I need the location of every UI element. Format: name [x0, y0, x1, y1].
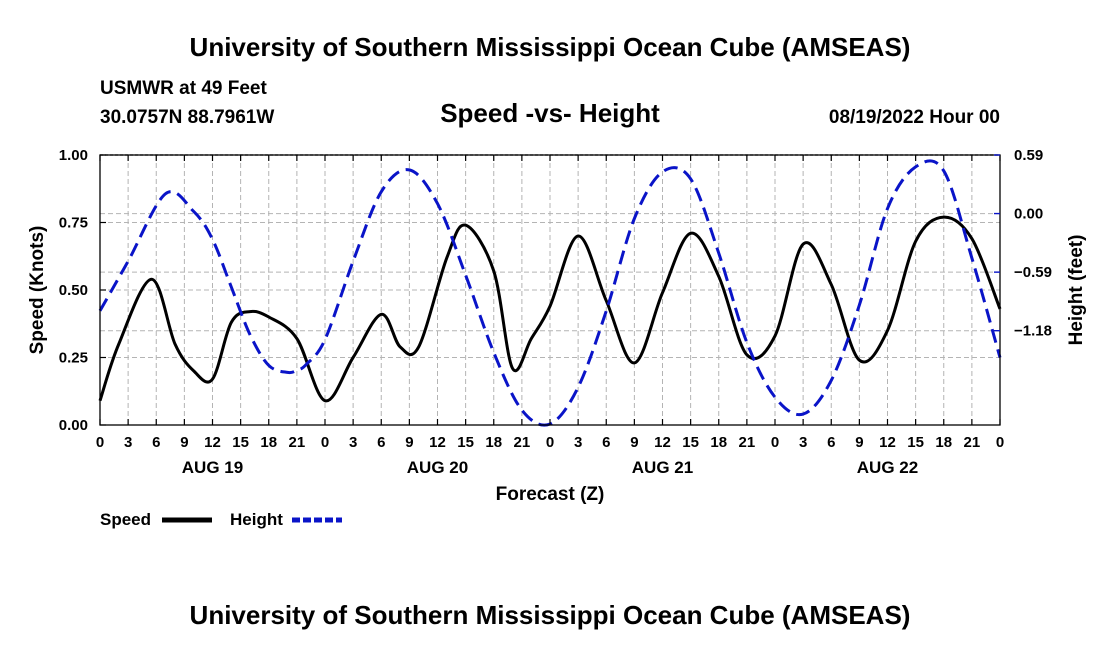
x-tick-label: 18 [710, 434, 727, 451]
chart-title: Speed -vs- Height [440, 98, 660, 128]
x-tick-label: 6 [152, 434, 160, 451]
x-tick-label: 18 [935, 434, 952, 451]
x-tick-label: 9 [180, 434, 188, 451]
x-tick-label: 0 [546, 434, 554, 451]
x-tick-label: 6 [827, 434, 835, 451]
x-tick-label: 15 [457, 434, 474, 451]
coordinates-label: 30.0757N 88.7961W [100, 107, 275, 128]
y2-tick-label: −1.18 [1014, 323, 1052, 340]
x-tick-label: 21 [289, 434, 306, 451]
ticks-layer: 0 3 6 9 12 15 18 21 0 3 6 9 12 15 18 21 0 3 6 9 12 15 18 21 0 3 6 9… [59, 147, 1052, 477]
x-tick-label: 21 [739, 434, 756, 451]
x-tick-label: 21 [964, 434, 981, 451]
x-tick-label: 9 [630, 434, 638, 451]
x-tick-label: 15 [682, 434, 699, 451]
legend-speed-label: Speed [100, 510, 151, 529]
day-label: AUG 20 [407, 458, 468, 477]
x-tick-label: 3 [799, 434, 807, 451]
x-tick-label: 3 [349, 434, 357, 451]
y2-tick-label: 0.59 [1014, 147, 1043, 164]
series-layer [98, 159, 1002, 427]
station-label: USMWR at 49 Feet [100, 78, 267, 99]
day-label: AUG 22 [857, 458, 918, 477]
speed-series-line [98, 215, 1002, 403]
forecast-date-label: 08/19/2022 Hour 00 [828, 107, 1000, 128]
x-tick-label: 0 [321, 434, 329, 451]
x-tick-label: 9 [855, 434, 863, 451]
x-tick-label: 21 [514, 434, 531, 451]
x-tick-label: 9 [405, 434, 413, 451]
y-tick-label: 1.00 [59, 147, 88, 164]
legend-height-label: Height [230, 510, 283, 529]
x-tick-label: 18 [485, 434, 502, 451]
x-tick-label: 3 [124, 434, 132, 451]
y2-axis-title: Height (feet) [1066, 235, 1087, 346]
y-tick-label: 0.75 [59, 215, 88, 232]
x-tick-label: 0 [96, 434, 104, 451]
x-tick-label: 12 [429, 434, 446, 451]
y-tick-label: 0.25 [59, 350, 88, 367]
legend: Speed Height [100, 510, 342, 529]
x-axis-title: Forecast (Z) [496, 484, 605, 505]
x-tick-label: 0 [996, 434, 1004, 451]
y-tick-label: 0.00 [59, 417, 88, 434]
page-title: University of Southern Mississippi Ocean… [189, 32, 911, 62]
x-tick-label: 12 [204, 434, 221, 451]
day-label: AUG 19 [182, 458, 243, 477]
y2-tick-label: 0.00 [1014, 206, 1043, 223]
x-tick-label: 18 [260, 434, 277, 451]
x-tick-label: 15 [907, 434, 924, 451]
y-tick-label: 0.50 [59, 282, 88, 299]
x-tick-label: 0 [771, 434, 779, 451]
x-tick-label: 3 [574, 434, 582, 451]
x-tick-label: 12 [879, 434, 896, 451]
x-tick-label: 12 [654, 434, 671, 451]
y-axis-title: Speed (Knots) [27, 226, 48, 355]
x-tick-label: 6 [602, 434, 610, 451]
x-tick-label: 6 [377, 434, 385, 451]
day-label: AUG 21 [632, 458, 693, 477]
y2-tick-label: −0.59 [1014, 264, 1052, 281]
x-tick-label: 15 [232, 434, 249, 451]
footer-title: University of Southern Mississippi Ocean… [189, 600, 911, 630]
